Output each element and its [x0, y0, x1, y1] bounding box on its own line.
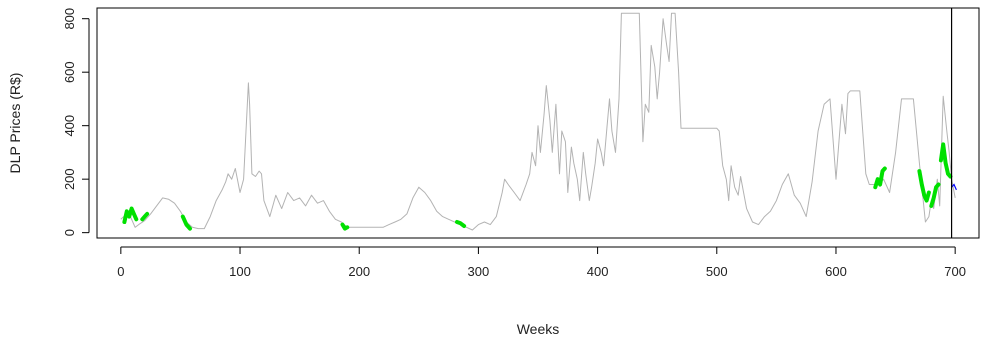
forecast-series-line: [951, 183, 957, 191]
y-axis: 0 200 400 600 800: [62, 8, 90, 236]
x-tick-label: 500: [706, 264, 728, 279]
x-tick-label: 100: [229, 264, 251, 279]
x-axis-title: Weeks: [517, 321, 560, 337]
highlight-segment-7: [917, 169, 931, 203]
highlight-segment-2: [140, 211, 150, 222]
plot-content: [120, 12, 957, 231]
highlight-segment-1: [122, 206, 139, 224]
x-tick-label: 600: [825, 264, 847, 279]
x-tick-label: 0: [117, 264, 124, 279]
x-tick-label: 700: [944, 264, 966, 279]
y-tick-label: 400: [62, 115, 77, 137]
y-tick-label: 200: [62, 168, 77, 190]
price-series-line: [120, 12, 956, 231]
x-axis: 0 100 200 300 400 500 600 700: [117, 246, 966, 279]
highlight-segment-4: [340, 222, 350, 231]
x-tick-label: 300: [468, 264, 490, 279]
highlight-segment-3: [180, 214, 192, 231]
x-tick-label: 400: [587, 264, 609, 279]
highlight-segment-6: [873, 166, 887, 190]
x-tick-label: 200: [348, 264, 370, 279]
y-tick-label: 600: [62, 61, 77, 83]
highlight-segment-8: [929, 182, 941, 208]
y-tick-label: 800: [62, 8, 77, 30]
y-tick-label: 0: [62, 229, 77, 236]
highlight-segment-5: [455, 220, 467, 228]
y-axis-title: DLP Prices (R$): [7, 73, 23, 174]
highlight-segment-9: [938, 142, 953, 179]
plot-frame: [96, 7, 980, 239]
